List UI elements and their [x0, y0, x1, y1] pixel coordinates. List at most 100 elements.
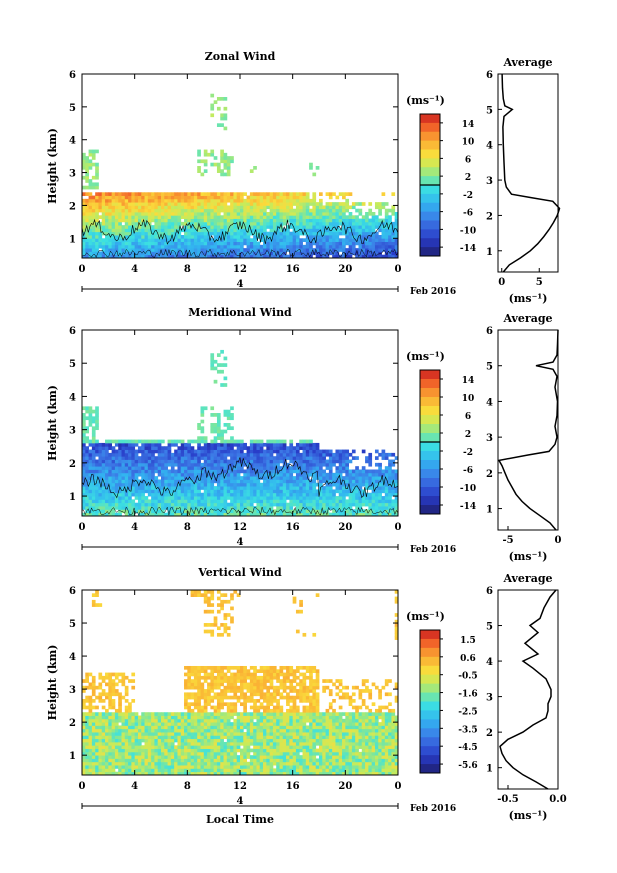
heatmap-cell [335, 228, 340, 233]
heatmap-cell [249, 459, 254, 464]
heatmap-cell [154, 768, 159, 773]
heatmap-cell [180, 248, 185, 252]
heatmap-cell [315, 496, 320, 500]
heatmap-cell [105, 225, 109, 229]
heatmap-cell [91, 718, 96, 723]
heatmap-cell [216, 123, 221, 127]
heatmap-cell [88, 765, 93, 769]
heatmap-cell [388, 452, 392, 457]
heatmap-cell [161, 751, 165, 756]
heatmap-cell [335, 235, 340, 239]
heatmap-cell [253, 476, 257, 480]
heatmap-cell [157, 502, 162, 507]
heatmap-cell [368, 479, 373, 484]
heatmap-cell [371, 225, 376, 229]
heatmap-cell [144, 472, 149, 477]
heatmap-cell [95, 685, 99, 690]
heatmap-cell [121, 748, 126, 753]
heatmap-cell [282, 228, 287, 233]
heatmap-cell [128, 254, 132, 259]
heatmap-cell [213, 436, 218, 441]
heatmap-cell [226, 486, 231, 490]
heatmap-cell [85, 452, 89, 457]
heatmap-cell [167, 751, 172, 756]
heatmap-cell [220, 218, 224, 223]
heatmap-cell [374, 205, 379, 210]
heatmap-cell [203, 446, 208, 450]
heatmap-cell [325, 215, 330, 219]
heatmap-cell [335, 452, 340, 457]
heatmap-cell [276, 205, 280, 210]
heatmap-cell [220, 116, 224, 121]
heatmap-cell [315, 202, 320, 206]
heatmap-cell [210, 366, 215, 371]
heatmap-cell [299, 486, 303, 490]
heatmap-cell [147, 755, 152, 759]
heatmap-cell [121, 496, 126, 500]
heatmap-cell [193, 482, 198, 487]
heatmap-cell [272, 254, 277, 259]
colorbar-swatch [420, 406, 440, 416]
heatmap-cell [305, 192, 310, 196]
heatmap-cell [378, 208, 382, 213]
heatmap-cell [118, 745, 122, 749]
heatmap-cell [154, 248, 159, 252]
heatmap-cell [177, 238, 182, 242]
heatmap-cell [276, 479, 280, 484]
colorbar-tick-label: -6 [463, 209, 473, 219]
heatmap-cell [144, 212, 149, 216]
heatmap-cell [184, 228, 188, 233]
heatmap-cell [151, 732, 155, 736]
heatmap-cell [348, 192, 353, 196]
heatmap-cell [167, 192, 172, 196]
heatmap-cell [342, 509, 346, 514]
heatmap-cell [184, 472, 188, 477]
heatmap-cell [279, 486, 284, 490]
heatmap-cell [233, 238, 238, 242]
heatmap-cell [180, 715, 185, 720]
heatmap-cell [305, 212, 310, 216]
heatmap-cell [134, 761, 139, 766]
heatmap-cell [108, 492, 113, 497]
heatmap-cell [391, 241, 396, 246]
heatmap-cell [249, 241, 254, 246]
heatmap-cell [184, 489, 188, 494]
heatmap-cell [105, 735, 109, 740]
heatmap-cell [141, 235, 145, 239]
heatmap-cell [200, 499, 205, 504]
heatmap-cell [378, 202, 382, 206]
heatmap-cell [184, 198, 188, 203]
heatmap-cell [85, 175, 89, 180]
heatmap-cell [240, 238, 244, 242]
heatmap-cell [131, 235, 136, 239]
heatmap-cell [210, 492, 215, 497]
heatmap-cell [157, 496, 162, 500]
heatmap-cell [151, 748, 155, 753]
heatmap-cell [299, 512, 303, 517]
heatmap-cell [203, 502, 208, 507]
heatmap-cell [263, 205, 267, 210]
heatmap-cell [114, 689, 119, 693]
heatmap-cell [226, 218, 231, 223]
heatmap-cell [114, 251, 119, 256]
heatmap-cell [286, 244, 290, 249]
heatmap-cell [365, 218, 369, 223]
heatmap-cell [131, 244, 136, 249]
heatmap-cell [82, 492, 86, 497]
heatmap-cell [309, 215, 313, 219]
heatmap-cell [207, 202, 211, 206]
heatmap-cell [88, 202, 93, 206]
heatmap-cell [351, 502, 356, 507]
heatmap-cell [121, 489, 126, 494]
heatmap-cell [223, 225, 228, 229]
heatmap-cell [177, 741, 182, 746]
heatmap-cell [243, 221, 247, 226]
heatmap-cell [101, 509, 106, 514]
heatmap-cell [338, 452, 343, 457]
heatmap-cell [368, 509, 373, 514]
heatmap-cell [190, 192, 195, 196]
heatmap-cell [170, 502, 175, 507]
heatmap-cell [361, 502, 366, 507]
colorbar-swatch [420, 176, 440, 186]
heatmap-cell [249, 195, 254, 200]
